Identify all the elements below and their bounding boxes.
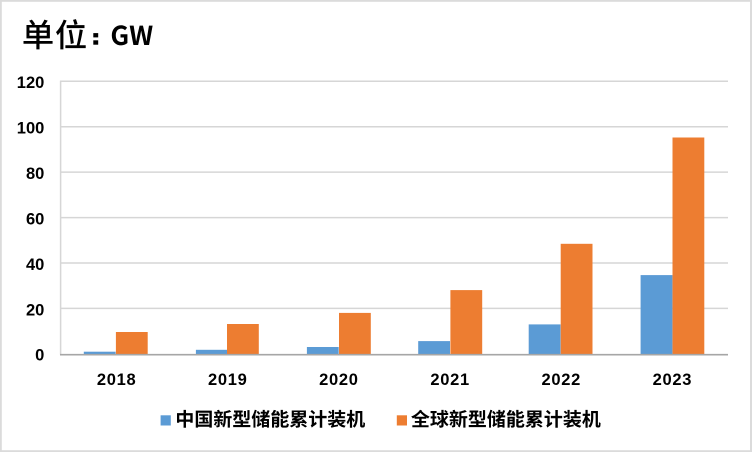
svg-text:0: 0 — [35, 347, 44, 365]
svg-text:2020: 2020 — [319, 371, 359, 389]
svg-text:120: 120 — [17, 74, 45, 92]
svg-text:100: 100 — [17, 120, 45, 138]
svg-text:2021: 2021 — [430, 371, 470, 389]
svg-text:2019: 2019 — [208, 371, 248, 389]
svg-text:2018: 2018 — [97, 371, 137, 389]
svg-text:80: 80 — [26, 165, 44, 183]
svg-text:20: 20 — [26, 301, 44, 319]
svg-text:2023: 2023 — [653, 371, 693, 389]
svg-text:60: 60 — [26, 211, 44, 229]
svg-text:40: 40 — [26, 256, 44, 274]
svg-text:2022: 2022 — [542, 371, 582, 389]
